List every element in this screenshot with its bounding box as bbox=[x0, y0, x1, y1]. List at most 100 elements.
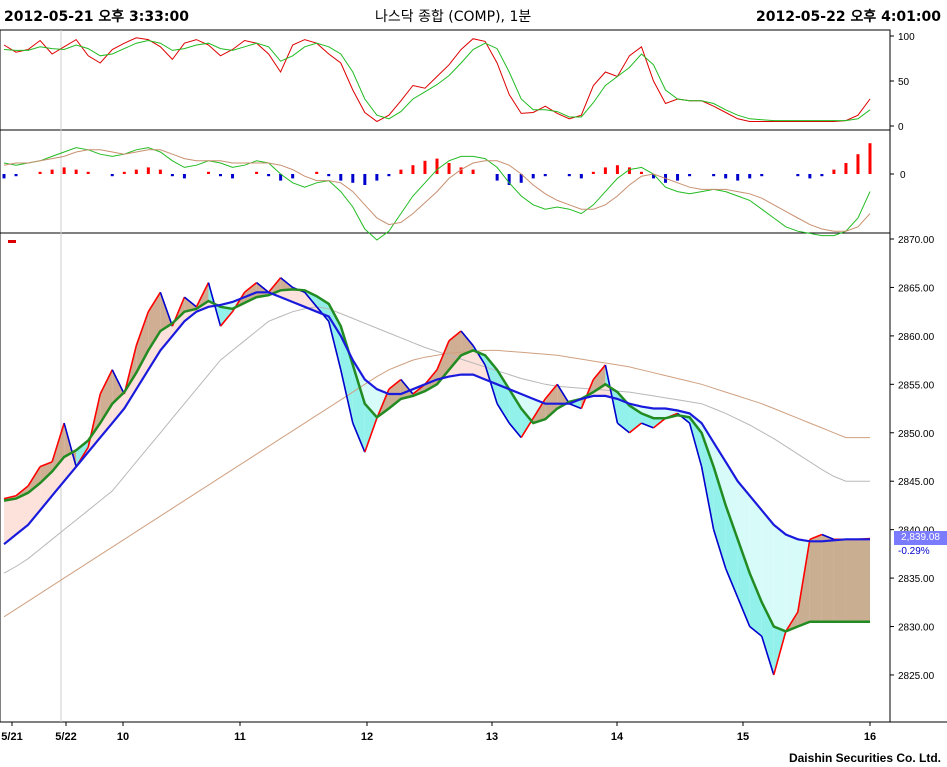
ma-band-fill bbox=[749, 495, 762, 603]
x-tick-label: 15 bbox=[737, 731, 749, 743]
price-segment bbox=[496, 403, 510, 424]
price-segment bbox=[424, 369, 438, 385]
ma-band-fill bbox=[773, 524, 786, 632]
price-ma-fill bbox=[497, 369, 510, 424]
stoch-line-k bbox=[3, 37, 871, 123]
ma-band-fill bbox=[112, 392, 125, 424]
price-segment bbox=[460, 330, 474, 347]
ma-band-fill bbox=[761, 510, 774, 627]
price-ma-fill bbox=[148, 292, 161, 351]
stoch-tick-label: 100 bbox=[898, 32, 915, 43]
x-tick-label: 12 bbox=[361, 731, 373, 743]
price-tick-label: 2865.00 bbox=[898, 283, 935, 294]
price-ma-fill bbox=[40, 461, 53, 484]
price-segment bbox=[472, 345, 486, 366]
price-segment bbox=[700, 466, 715, 530]
ma-slow-line bbox=[3, 349, 870, 618]
price-segment bbox=[616, 422, 630, 434]
price-ma-fill bbox=[833, 539, 846, 622]
panel-frame-2 bbox=[0, 232, 891, 723]
brand-footer: Daishin Securities Co. Ltd. bbox=[788, 751, 941, 765]
ma-band-fill bbox=[100, 403, 113, 438]
price-ma-fill bbox=[364, 403, 377, 453]
price-segment bbox=[39, 461, 53, 468]
x-tick-label: 13 bbox=[486, 731, 498, 743]
price-segment bbox=[3, 494, 17, 500]
last-price-badge: 2,839.08 bbox=[894, 531, 947, 545]
price-ma-fill bbox=[437, 340, 450, 385]
price-ma-fill bbox=[809, 534, 822, 622]
price-ma-fill bbox=[28, 466, 41, 493]
price-segment bbox=[267, 277, 282, 293]
price-segment bbox=[592, 364, 607, 380]
macd-tick-label: 0 bbox=[900, 170, 906, 181]
price-tick-label: 2825.00 bbox=[898, 671, 935, 682]
price-segment bbox=[628, 422, 642, 434]
price-segment bbox=[652, 417, 667, 429]
ma-band-fill bbox=[737, 481, 750, 574]
price-segment bbox=[99, 369, 113, 395]
ma-mid-line bbox=[3, 306, 870, 574]
price-segment bbox=[111, 369, 125, 395]
start-timestamp: 2012-05-21 오후 3:33:00 bbox=[4, 9, 189, 25]
ma-band-fill bbox=[521, 394, 534, 424]
x-tick-label: 16 bbox=[864, 731, 876, 743]
ma-band-fill bbox=[136, 350, 149, 390]
ma-band-fill bbox=[653, 408, 666, 419]
x-tick-label: 5/21 bbox=[1, 731, 22, 743]
panel-frame-1 bbox=[0, 129, 891, 234]
x-tick-label: 10 bbox=[117, 731, 129, 743]
price-ma-fill bbox=[112, 369, 125, 404]
price-segment bbox=[688, 422, 703, 467]
price-segment bbox=[256, 281, 270, 293]
signal-marker bbox=[8, 240, 16, 243]
price-segment bbox=[388, 378, 402, 390]
price-segment bbox=[219, 311, 234, 327]
price-segment bbox=[809, 533, 823, 541]
price-segment bbox=[51, 422, 65, 463]
price-segment bbox=[400, 378, 414, 395]
price-ma-fill bbox=[521, 408, 534, 438]
price-segment bbox=[15, 485, 29, 497]
stoch-tick-label: 50 bbox=[898, 77, 910, 88]
ma-band-fill bbox=[641, 406, 654, 419]
end-timestamp: 2012-05-22 오후 4:01:00 bbox=[756, 9, 941, 25]
price-segment bbox=[183, 296, 197, 308]
price-segment bbox=[195, 282, 210, 308]
stoch-tick-label: 0 bbox=[898, 122, 904, 133]
price-segment bbox=[604, 364, 619, 424]
price-segment bbox=[773, 631, 787, 676]
price-segment bbox=[641, 422, 654, 429]
price-ma-fill bbox=[449, 331, 462, 370]
ma-band-fill bbox=[148, 331, 161, 370]
ma-band-fill bbox=[52, 456, 65, 496]
chart-title: 나스닥 종합 (COMP), 1분 bbox=[375, 9, 532, 25]
price-segment bbox=[327, 321, 342, 370]
price-segment bbox=[724, 568, 739, 598]
ma-band-fill bbox=[16, 492, 29, 535]
price-segment bbox=[821, 533, 835, 541]
price-ma-fill bbox=[340, 326, 353, 424]
ma-band-fill bbox=[4, 498, 17, 545]
price-ma-fill bbox=[136, 311, 149, 373]
price-segment bbox=[448, 330, 462, 342]
price-segment bbox=[785, 611, 799, 632]
price-segment bbox=[797, 539, 811, 613]
price-segment bbox=[556, 383, 570, 405]
ma-band-fill bbox=[280, 289, 293, 302]
price-segment bbox=[436, 340, 450, 371]
price-tick-label: 2850.00 bbox=[898, 429, 935, 440]
ma-band-fill bbox=[509, 389, 522, 409]
ma-long-line bbox=[3, 291, 870, 546]
price-tick-label: 2860.00 bbox=[898, 332, 935, 343]
price-segment bbox=[736, 597, 751, 627]
price-tick-label: 2845.00 bbox=[898, 477, 935, 488]
ma-band-fill bbox=[364, 379, 377, 418]
price-segment bbox=[484, 364, 498, 404]
price-segment bbox=[508, 422, 522, 439]
price-ma-fill bbox=[713, 466, 726, 569]
price-tick-label: 2870.00 bbox=[898, 235, 935, 246]
price-segment bbox=[569, 402, 582, 410]
price-segment bbox=[159, 292, 174, 327]
